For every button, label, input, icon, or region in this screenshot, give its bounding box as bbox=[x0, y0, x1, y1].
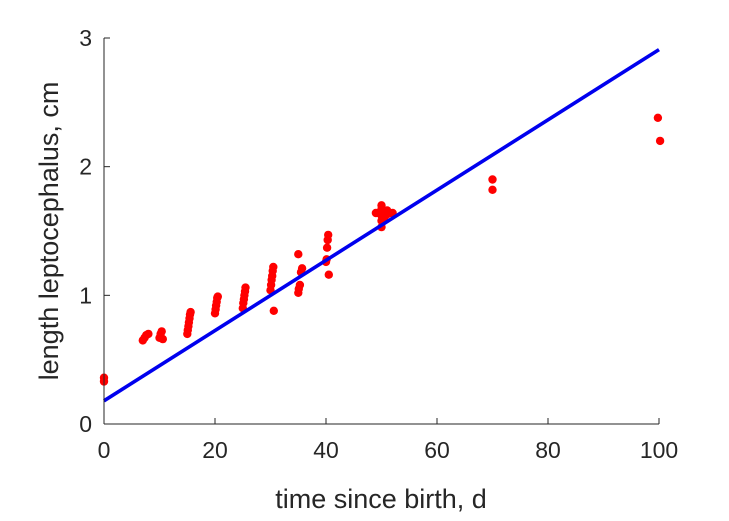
data-point bbox=[377, 201, 386, 210]
y-axis-label: length leptocephalus, cm bbox=[34, 82, 64, 381]
data-point bbox=[488, 175, 497, 184]
data-point bbox=[157, 327, 166, 336]
y-tick-label: 2 bbox=[79, 154, 92, 180]
data-point bbox=[655, 136, 665, 146]
x-tick-label: 20 bbox=[202, 437, 228, 463]
data-point bbox=[297, 264, 307, 273]
fit-line bbox=[103, 48, 660, 403]
data-point bbox=[295, 280, 305, 290]
data-point bbox=[186, 307, 195, 317]
y-tick-label: 3 bbox=[79, 25, 92, 51]
x-axis-label: time since birth, d bbox=[275, 484, 487, 514]
data-point bbox=[653, 113, 663, 123]
data-point bbox=[324, 270, 333, 279]
data-point bbox=[294, 250, 303, 259]
data-point bbox=[324, 230, 333, 240]
x-tick-label: 60 bbox=[424, 437, 450, 463]
y-tick-label: 1 bbox=[79, 282, 92, 308]
x-tick-label: 80 bbox=[535, 437, 561, 463]
data-point bbox=[241, 283, 250, 292]
data-point bbox=[269, 262, 278, 272]
x-tick-label: 40 bbox=[313, 437, 339, 463]
marks bbox=[99, 48, 665, 403]
y-ticks: 0 1 2 3 bbox=[79, 25, 110, 437]
data-point bbox=[213, 292, 222, 301]
x-tick-label: 100 bbox=[640, 437, 678, 463]
y-tick-label: 0 bbox=[79, 411, 92, 437]
data-point bbox=[158, 334, 167, 344]
data-point bbox=[382, 206, 392, 215]
data-point bbox=[488, 185, 497, 194]
plot-area: 0 20 40 60 80 100 0 1 2 3 bbox=[79, 25, 678, 463]
data-point bbox=[269, 306, 278, 315]
data-point bbox=[144, 329, 153, 339]
x-ticks: 0 20 40 60 80 100 bbox=[98, 418, 678, 463]
data-point bbox=[322, 243, 332, 252]
x-tick-label: 0 bbox=[98, 437, 111, 463]
